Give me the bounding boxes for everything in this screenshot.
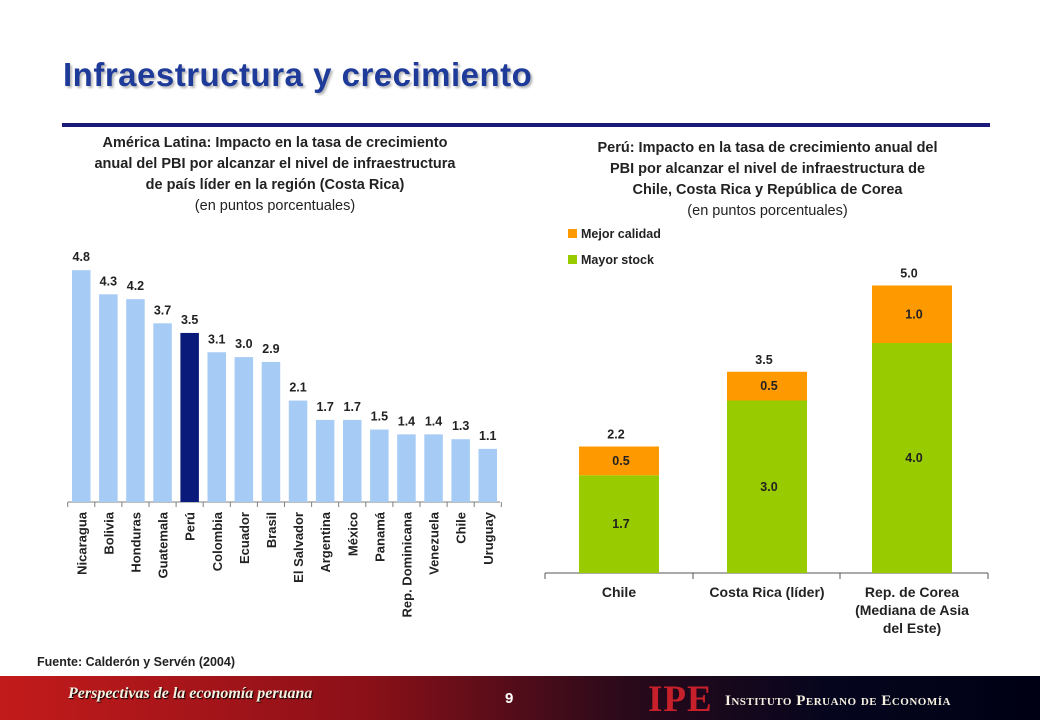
bar-segment-stock: [579, 475, 659, 573]
data-label: 4.8: [73, 250, 90, 264]
bar: [153, 323, 172, 502]
organization-name: Instituto Peruano de Economía: [725, 693, 951, 709]
x-tick-label: Uruguay: [481, 511, 496, 565]
left-chart-title-line: de país líder en la región (Costa Rica): [145, 177, 405, 193]
data-label: 3.1: [208, 332, 225, 346]
bar: [451, 439, 470, 502]
bar-segment-quality: [579, 446, 659, 476]
footer-presentation-title: Perspectivas de la economía peruana: [68, 685, 313, 702]
bar-segment-stock: [872, 343, 952, 573]
legend-label: Mejor calidad: [581, 227, 661, 241]
left-chart-title-line: anual del PBI por alcanzar el nivel de i…: [94, 156, 456, 172]
x-tick-label: Perú: [183, 512, 198, 541]
legend-swatch: [568, 229, 577, 238]
data-label: 4.2: [127, 279, 144, 293]
data-label: 4.0: [905, 451, 922, 465]
legend-swatch: [568, 255, 577, 264]
x-tick-label: Guatemala: [156, 511, 171, 578]
bar: [72, 270, 91, 502]
footer-bar: [0, 676, 1040, 720]
bar: [99, 294, 118, 502]
bar: [315, 419, 335, 502]
total-label: 5.0: [900, 267, 917, 281]
title-underline: [62, 123, 990, 127]
right-chart-subtitle: (en puntos porcentuales): [687, 203, 848, 219]
slide-title: Infraestructura y crecimiento: [63, 56, 533, 93]
x-tick-label: Costa Rica (líder): [709, 584, 824, 600]
data-label: 2.9: [262, 342, 279, 356]
data-label: 1.4: [425, 414, 442, 428]
data-label: 4.3: [100, 274, 117, 288]
right-chart-title-line: Perú: Impacto en la tasa de crecimiento …: [597, 140, 938, 156]
left-chart-title: América Latina: Impacto en la tasa de cr…: [45, 133, 505, 217]
ipe-logo: IPE: [648, 679, 713, 720]
x-tick-label: México: [345, 512, 360, 556]
bar-segment-quality: [727, 371, 807, 401]
x-tick-label: Chile: [454, 512, 469, 544]
data-label: 2.1: [289, 381, 306, 395]
right-chart-title: Perú: Impacto en la tasa de crecimiento …: [545, 138, 990, 222]
bar: [478, 448, 497, 502]
data-label: 3.0: [760, 480, 777, 494]
x-tick-label: Honduras: [128, 512, 143, 573]
x-tick-label: Brasil: [264, 512, 279, 548]
data-label: 1.0: [905, 307, 922, 321]
data-label: 1.1: [479, 429, 496, 443]
right-chart-title-line: Chile, Costa Rica y República de Corea: [632, 182, 903, 198]
data-label: 1.7: [612, 517, 629, 531]
x-tick-label: Argentina: [318, 511, 333, 572]
x-tick-label: del Este): [883, 620, 941, 636]
bar: [424, 434, 443, 502]
data-label: 3.7: [154, 303, 171, 317]
data-label: 0.5: [760, 379, 777, 393]
bar: [180, 332, 199, 502]
data-label: 1.3: [452, 419, 469, 433]
bar: [261, 361, 281, 502]
bar: [207, 352, 226, 502]
bar: [343, 419, 362, 502]
bar-segment-stock: [727, 400, 807, 573]
total-label: 3.5: [755, 353, 772, 367]
right-chart-title-line: PBI por alcanzar el nivel de infraestruc…: [609, 161, 926, 177]
x-tick-label: El Salvador: [291, 512, 306, 583]
left-chart-subtitle: (en puntos porcentuales): [194, 198, 356, 214]
data-label: 1.7: [316, 400, 333, 414]
x-tick-label: Rep. Dominicana: [399, 511, 414, 617]
bar-segment-quality: [872, 285, 952, 343]
legend-label: Mayor stock: [581, 253, 654, 267]
bar: [288, 400, 308, 502]
x-tick-label: Nicaragua: [74, 511, 89, 575]
x-tick-label: Bolivia: [101, 511, 116, 554]
x-tick-label: Panamá: [372, 511, 387, 562]
total-label: 2.2: [607, 428, 624, 442]
x-tick-label: Chile: [602, 584, 636, 600]
x-tick-label: Rep. de Corea: [865, 584, 959, 600]
data-label: 1.5: [371, 410, 388, 424]
data-label: 3.0: [235, 337, 252, 351]
bar: [370, 429, 389, 502]
x-tick-label: Venezuela: [427, 511, 442, 575]
data-label: 3.5: [181, 313, 198, 327]
left-chart-title-line: América Latina: Impacto en la tasa de cr…: [102, 135, 448, 151]
bar: [397, 434, 416, 502]
source-note: Fuente: Calderón y Servén (2004): [37, 655, 235, 669]
x-tick-label: Ecuador: [237, 512, 252, 564]
x-tick-label: (Mediana de Asia: [855, 602, 969, 618]
page-number: 9: [505, 690, 514, 707]
bar: [126, 299, 145, 502]
data-label: 1.7: [344, 400, 361, 414]
x-tick-label: Colombia: [210, 511, 225, 571]
bar: [234, 357, 254, 502]
data-label: 1.4: [398, 414, 415, 428]
data-label: 0.5: [612, 454, 629, 468]
